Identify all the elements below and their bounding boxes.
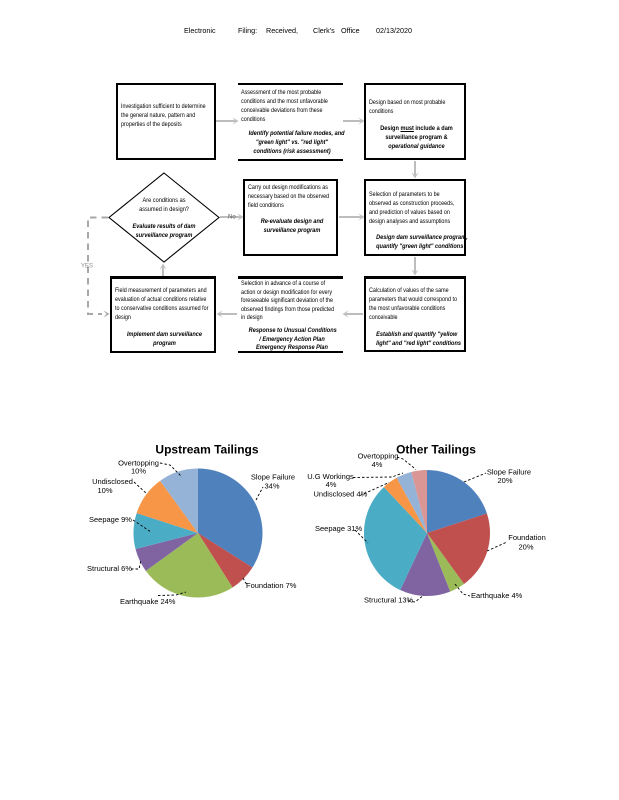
svg-text:4%: 4% [372,460,383,469]
svg-text:34%: 34% [264,482,279,491]
svg-text:U.G Workings: U.G Workings [307,472,354,481]
svg-text:Seepage 31%: Seepage 31% [315,524,362,533]
svg-text:20%: 20% [518,543,533,552]
svg-text:4%: 4% [326,480,337,489]
svg-text:Slope Failure: Slope Failure [487,468,531,477]
svg-text:Seepage 9%: Seepage 9% [89,515,132,524]
svg-text:Earthquake 24%: Earthquake 24% [120,597,176,606]
svg-text:Overtopping: Overtopping [358,452,399,461]
svg-text:Foundation 7%: Foundation 7% [246,581,297,590]
svg-text:Other Tailings: Other Tailings [396,443,476,457]
svg-text:Undisclosed 4%: Undisclosed 4% [314,490,368,499]
svg-text:10%: 10% [131,467,146,476]
svg-text:20%: 20% [497,476,512,485]
svg-text:Upstream Tailings: Upstream Tailings [155,443,258,457]
svg-text:Undisclosed: Undisclosed [92,477,133,486]
svg-text:10%: 10% [97,486,112,495]
svg-text:No: No [228,215,236,221]
svg-text:Structural 13%: Structural 13% [364,596,414,605]
svg-text:Earthquake 4%: Earthquake 4% [471,591,523,600]
svg-text:Overtopping: Overtopping [118,459,159,468]
svg-text:Foundation: Foundation [508,533,546,542]
svg-text:YES: YES [81,264,93,270]
svg-text:Structural 6%: Structural 6% [87,564,132,573]
svg-text:Slope Failure: Slope Failure [251,473,295,482]
